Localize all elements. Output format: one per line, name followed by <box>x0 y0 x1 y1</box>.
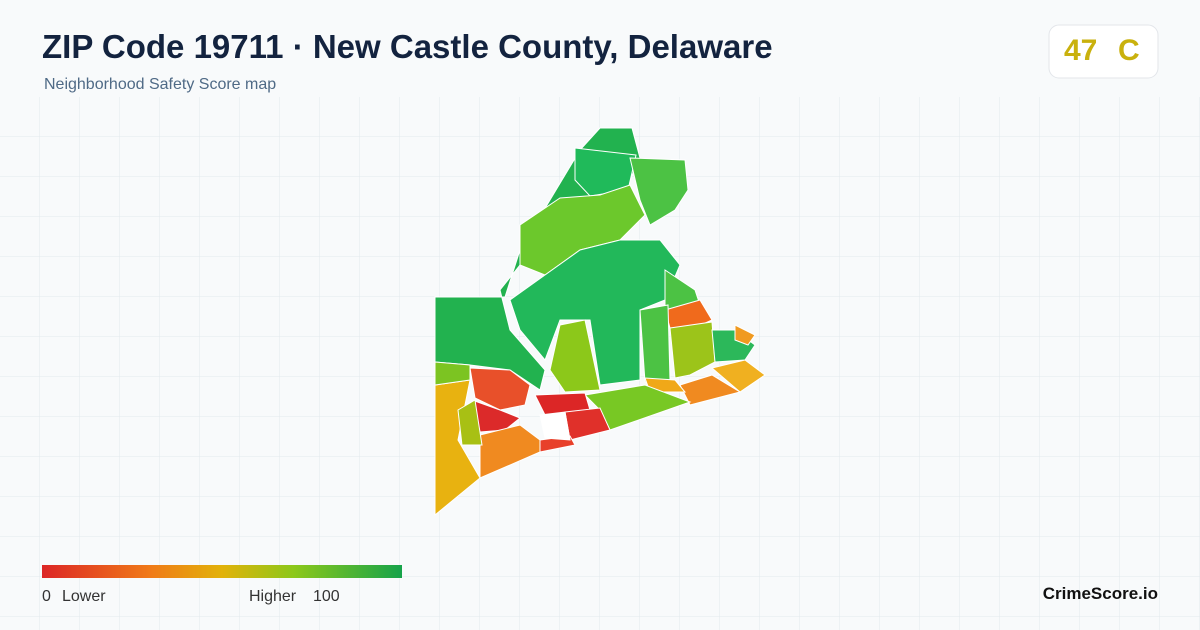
region <box>539 411 571 441</box>
region <box>434 361 471 386</box>
region <box>519 184 646 276</box>
region <box>469 367 531 411</box>
region <box>457 399 483 446</box>
legend-max-label: Higher <box>249 588 297 605</box>
region <box>583 384 692 431</box>
region <box>679 374 742 406</box>
legend-max: 100 <box>313 588 340 605</box>
legend-min-label: Lower <box>62 588 106 605</box>
region <box>710 359 766 393</box>
region <box>549 319 601 393</box>
region <box>669 321 716 379</box>
brand: CrimeScore.io <box>1042 584 1158 603</box>
region <box>479 424 541 479</box>
title: ZIP Code 19711 · New Castle County, Dela… <box>42 28 773 65</box>
region <box>509 239 681 386</box>
legend-gradient <box>42 565 402 578</box>
score: 47 <box>1064 34 1098 67</box>
region <box>629 157 689 226</box>
grade: C <box>1118 34 1140 67</box>
region <box>734 324 756 346</box>
region <box>639 304 671 383</box>
regions <box>434 127 766 517</box>
subtitle: Neighborhood Safety Score map <box>44 76 277 93</box>
score-badge <box>1048 24 1159 79</box>
legend-min: 0 <box>42 588 51 605</box>
